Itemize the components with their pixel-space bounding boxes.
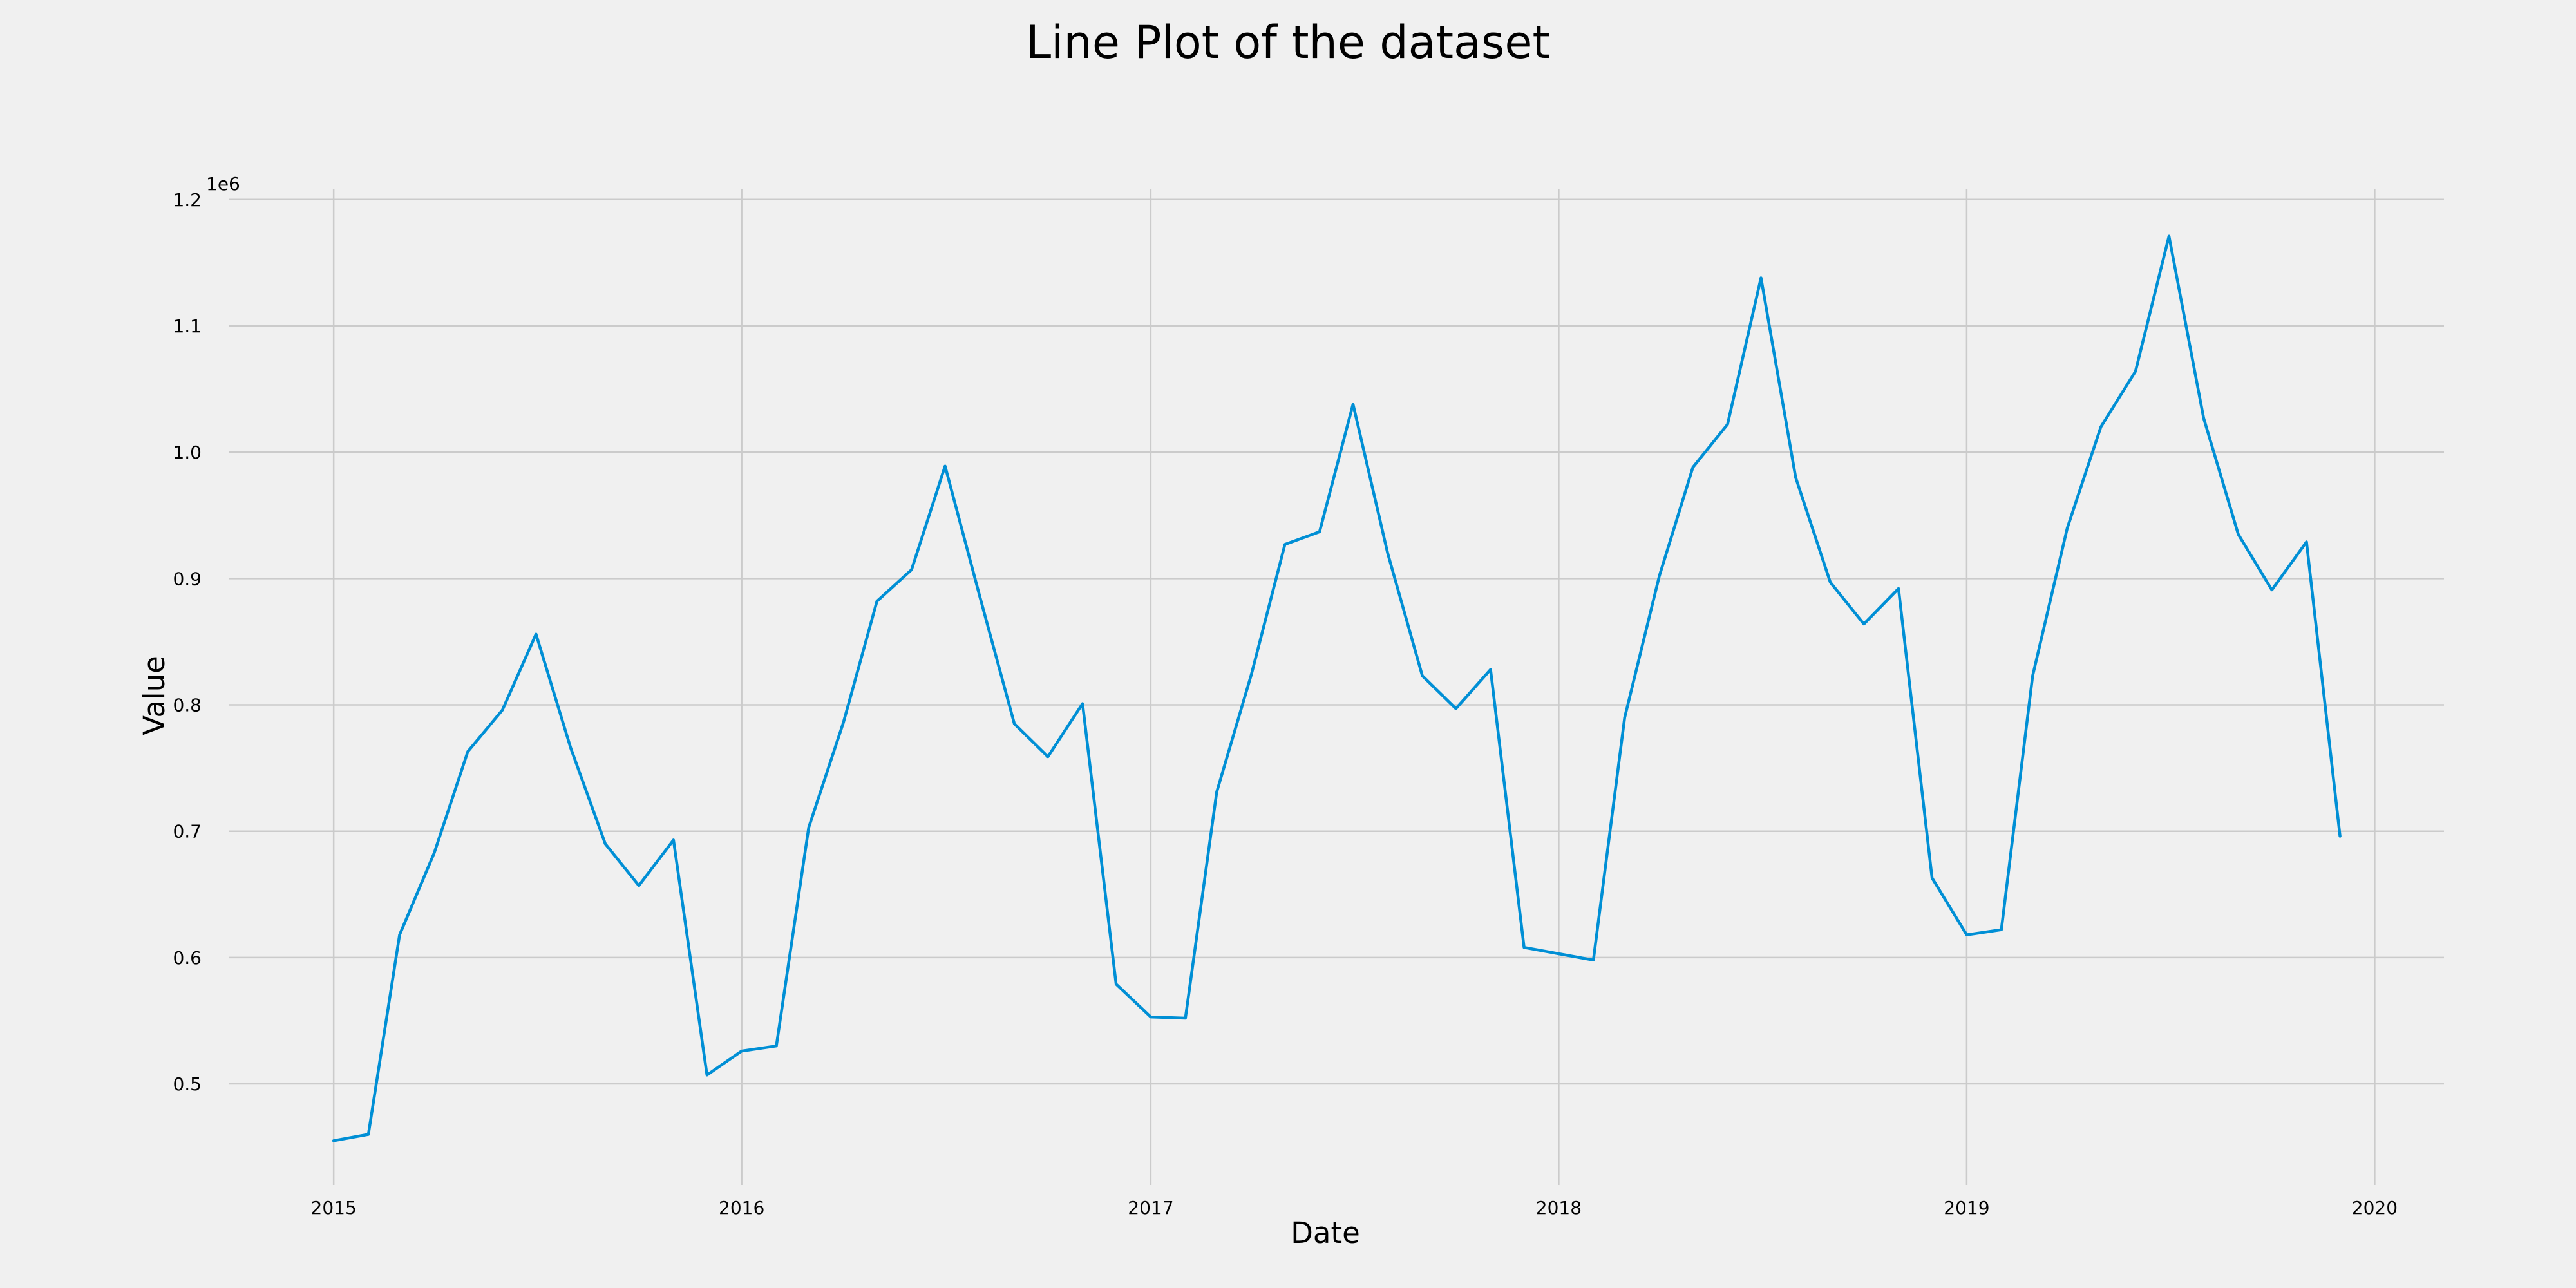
x-tick-label: 2016 xyxy=(719,1197,764,1218)
y-offset-label: 1e6 xyxy=(206,173,240,194)
chart-title: Line Plot of the dataset xyxy=(1026,16,1550,69)
x-tick-label: 2020 xyxy=(2352,1197,2398,1218)
y-tick-label: 0.7 xyxy=(173,821,202,842)
x-tick-label: 2018 xyxy=(1536,1197,1582,1218)
y-tick-label: 1.2 xyxy=(173,189,202,211)
x-axis-label: Date xyxy=(1291,1216,1360,1250)
y-tick-label: 0.8 xyxy=(173,695,202,716)
grid xyxy=(229,189,2444,1185)
y-tick-label: 0.6 xyxy=(173,947,202,969)
y-tick-label: 0.9 xyxy=(173,568,202,589)
y-tick-label: 1.0 xyxy=(173,442,202,463)
x-tick-label: 2015 xyxy=(311,1197,357,1218)
ticks: 0.5 0.6 0.7 0.8 0.9 1.0 1.1 1.2 2015 2016 2017 2018… xyxy=(173,189,2398,1218)
series-line xyxy=(332,234,2342,1142)
y-axis-label: Value xyxy=(137,656,171,735)
x-tick-label: 2017 xyxy=(1128,1197,1173,1218)
y-tick-label: 0.5 xyxy=(173,1074,202,1095)
y-tick-label: 1.1 xyxy=(173,316,202,337)
series xyxy=(332,234,2342,1142)
x-tick-label: 2019 xyxy=(1944,1197,1989,1218)
